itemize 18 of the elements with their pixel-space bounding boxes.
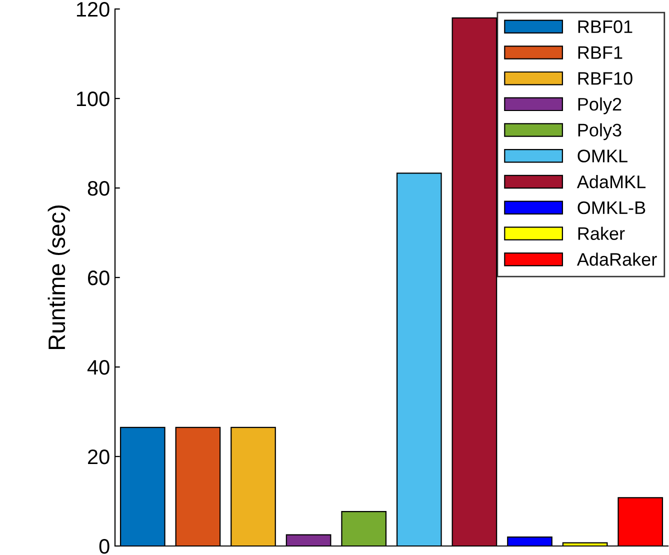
legend-label: RBF1 — [578, 46, 622, 59]
y-tick-label: 60 — [88, 270, 110, 286]
y-tick-label: 40 — [87, 360, 110, 375]
legend-label: RBF10 — [578, 72, 632, 85]
y-tick-label: 0 — [99, 539, 110, 554]
y-tick-label: 120 — [76, 2, 110, 17]
legend-label: OMKL — [578, 150, 628, 162]
y-tick-label: 20 — [88, 450, 110, 464]
legend-label: AdaMKL — [576, 174, 646, 188]
y-axis-title: Runtime (sec) — [48, 205, 70, 350]
legend-label: AdaRaker — [576, 252, 657, 266]
legend-label: Poly2 — [578, 97, 622, 114]
legend-label: OMKL-B — [578, 201, 646, 214]
legend-label: Poly3 — [578, 123, 622, 140]
y-tick-label: 80 — [88, 181, 110, 196]
legend-label: Raker — [578, 226, 625, 240]
y-tick-label: 100 — [76, 92, 110, 106]
legend-label: RBF01 — [578, 20, 632, 34]
